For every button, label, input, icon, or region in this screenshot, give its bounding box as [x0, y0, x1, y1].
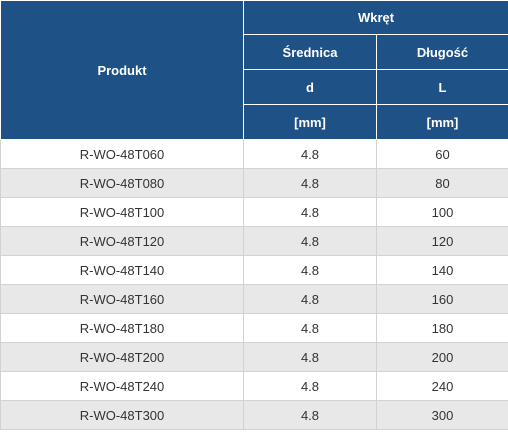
cell-length: 160 — [376, 284, 508, 314]
cell-diameter: 4.8 — [243, 400, 377, 430]
table-row: R-WO-48T060 4.8 60 — [0, 139, 508, 169]
table-header: Produkt Wkręt Średnica Długość d L [mm] … — [0, 0, 508, 140]
cell-product: R-WO-48T160 — [0, 284, 244, 314]
table-row: R-WO-48T120 4.8 120 — [0, 226, 508, 256]
cell-length: 240 — [376, 371, 508, 401]
cell-diameter: 4.8 — [243, 226, 377, 256]
cell-diameter: 4.8 — [243, 371, 377, 401]
table-row: R-WO-48T140 4.8 140 — [0, 255, 508, 285]
cell-length: 80 — [376, 168, 508, 198]
cell-product: R-WO-48T120 — [0, 226, 244, 256]
table-row: R-WO-48T200 4.8 200 — [0, 342, 508, 372]
header-diameter-unit: [mm] — [243, 104, 377, 140]
cell-product: R-WO-48T140 — [0, 255, 244, 285]
cell-product: R-WO-48T080 — [0, 168, 244, 198]
table-row: R-WO-48T080 4.8 80 — [0, 168, 508, 198]
cell-length: 180 — [376, 313, 508, 343]
cell-product: R-WO-48T180 — [0, 313, 244, 343]
cell-length: 200 — [376, 342, 508, 372]
cell-diameter: 4.8 — [243, 313, 377, 343]
cell-diameter: 4.8 — [243, 197, 377, 227]
table-row: R-WO-48T300 4.8 300 — [0, 400, 508, 430]
table-row: R-WO-48T180 4.8 180 — [0, 313, 508, 343]
product-spec-table: Produkt Wkręt Średnica Długość d L [mm] … — [0, 0, 508, 430]
cell-length: 140 — [376, 255, 508, 285]
cell-product: R-WO-48T060 — [0, 139, 244, 169]
header-diameter: Średnica — [243, 34, 377, 70]
cell-diameter: 4.8 — [243, 168, 377, 198]
header-length-symbol: L — [376, 69, 508, 105]
cell-product: R-WO-48T200 — [0, 342, 244, 372]
cell-product: R-WO-48T240 — [0, 371, 244, 401]
cell-diameter: 4.8 — [243, 139, 377, 169]
table-row: R-WO-48T100 4.8 100 — [0, 197, 508, 227]
table-body: R-WO-48T060 4.8 60 R-WO-48T080 4.8 80 R-… — [0, 139, 508, 430]
cell-length: 120 — [376, 226, 508, 256]
cell-length: 100 — [376, 197, 508, 227]
cell-product: R-WO-48T100 — [0, 197, 244, 227]
cell-diameter: 4.8 — [243, 342, 377, 372]
cell-length: 300 — [376, 400, 508, 430]
header-screw: Wkręt — [243, 0, 508, 35]
header-length-unit: [mm] — [376, 104, 508, 140]
table-row: R-WO-48T240 4.8 240 — [0, 371, 508, 401]
header-diameter-symbol: d — [243, 69, 377, 105]
cell-diameter: 4.8 — [243, 255, 377, 285]
cell-diameter: 4.8 — [243, 284, 377, 314]
cell-length: 60 — [376, 139, 508, 169]
table-row: R-WO-48T160 4.8 160 — [0, 284, 508, 314]
header-product: Produkt — [0, 0, 244, 140]
header-length: Długość — [376, 34, 508, 70]
cell-product: R-WO-48T300 — [0, 400, 244, 430]
